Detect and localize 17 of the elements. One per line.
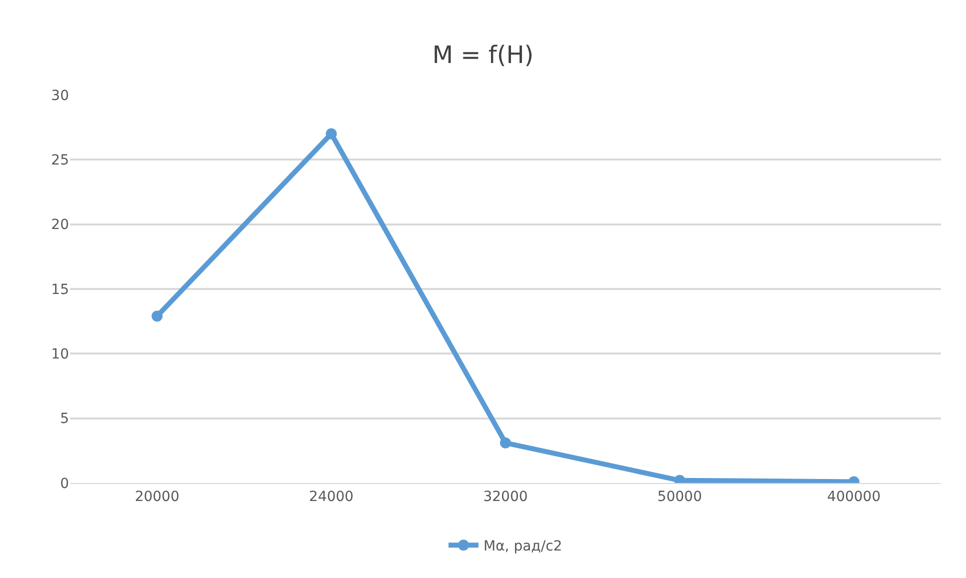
x-tick-label: 50000 (657, 488, 702, 505)
y-tick-label: 25 (51, 152, 69, 169)
chart-title: M = f(H) (432, 41, 534, 70)
y-tick-label: 20 (51, 217, 69, 234)
x-tick-label: 24000 (309, 488, 354, 505)
point (500, 437, 511, 448)
legend-label: Mα, рад/с2 (484, 538, 562, 555)
x-tick-label: 400000 (827, 488, 881, 505)
y-tick-label: 15 (51, 282, 69, 298)
point (326, 128, 337, 140)
x-tick-label: 32000 (483, 488, 528, 505)
y-tick-label: 30 (51, 88, 69, 104)
y-tick-label: 5 (60, 411, 69, 428)
y-tick-label: 10 (51, 346, 69, 363)
point (152, 310, 163, 322)
y-tick-label: 0 (60, 476, 69, 492)
x-tick-label: 20000 (134, 488, 180, 505)
